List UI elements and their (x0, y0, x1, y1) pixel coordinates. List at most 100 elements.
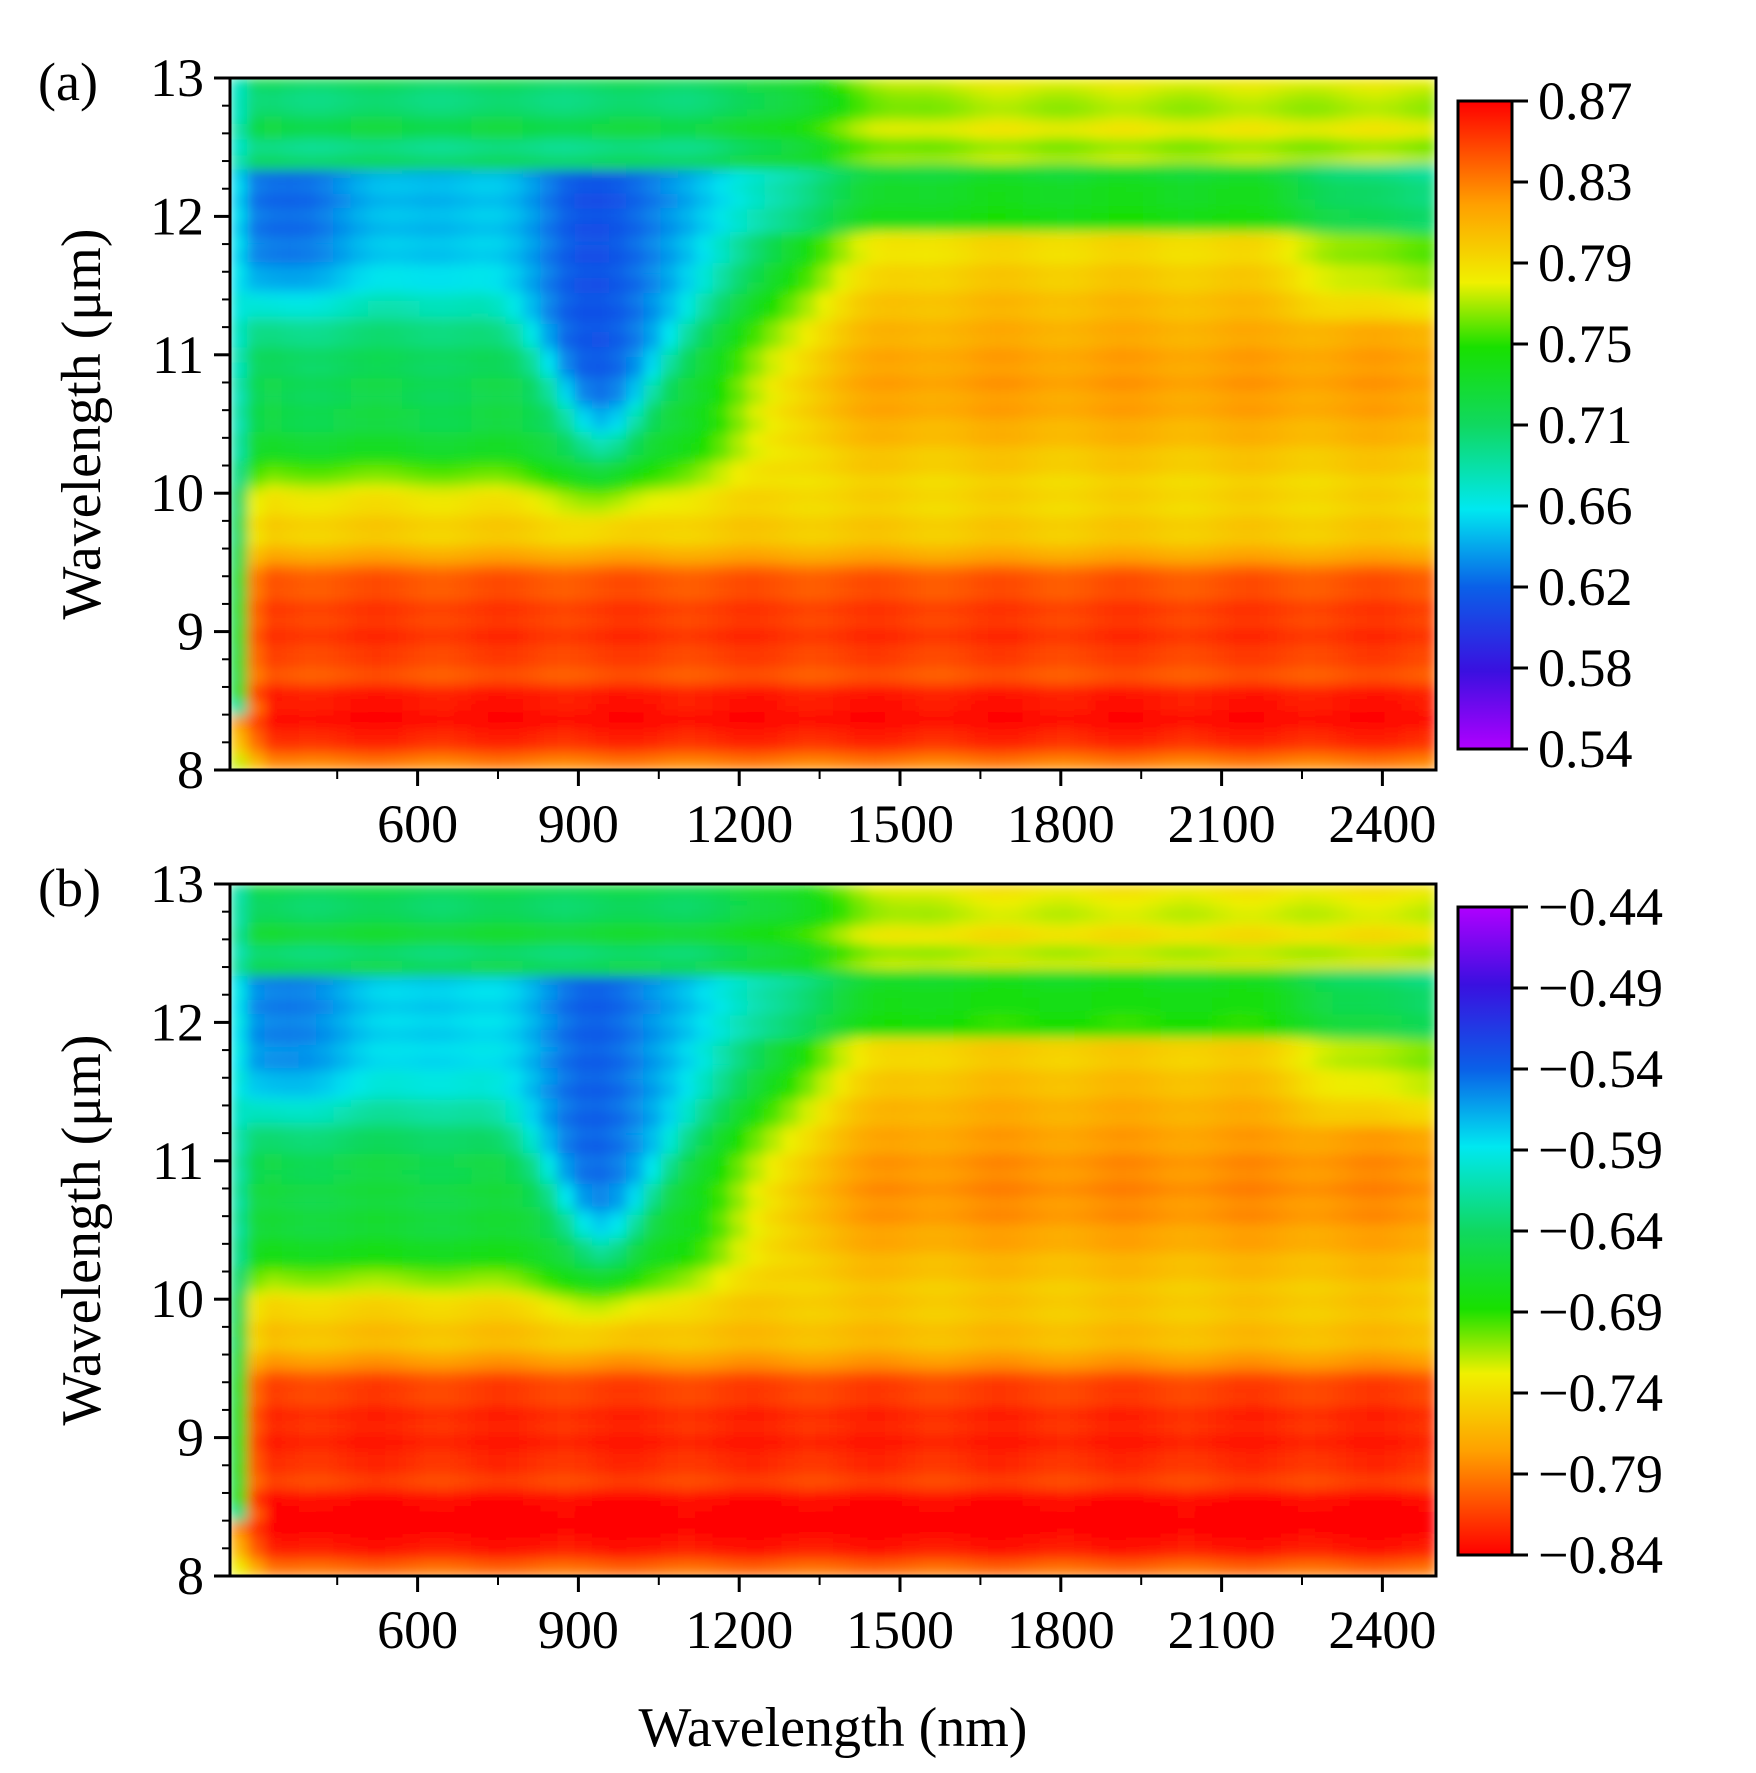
heatmap-cell (1074, 539, 1093, 548)
heatmap-cell (488, 231, 507, 241)
heatmap-cell (574, 585, 593, 594)
heatmap-cell (695, 508, 714, 518)
heatmap-cell (1263, 262, 1282, 272)
heatmap-cell (1212, 508, 1231, 518)
heatmap-cell (333, 247, 352, 256)
heatmap-cell (901, 231, 920, 241)
heatmap-cell (1160, 116, 1179, 125)
heatmap-cell (247, 370, 266, 379)
heatmap-cell (247, 108, 266, 118)
heatmap-cell (1091, 177, 1110, 187)
heatmap-cell (1091, 216, 1110, 225)
heatmap-cell (1022, 339, 1041, 348)
heatmap-cell (1039, 500, 1058, 510)
heatmap-cell (574, 462, 593, 471)
heatmap-cell (1160, 131, 1179, 141)
heatmap-cell (1056, 547, 1075, 556)
heatmap-cell (1108, 154, 1127, 164)
heatmap-cell (850, 547, 869, 556)
heatmap-cell (815, 416, 834, 425)
heatmap-cell (953, 347, 972, 356)
heatmap-cell (402, 247, 421, 256)
heatmap-cell (953, 377, 972, 387)
heatmap-cell (833, 447, 852, 456)
heatmap-cell (1298, 424, 1317, 433)
heatmap-cell (471, 247, 490, 256)
heatmap-cell (436, 523, 455, 533)
heatmap-cell (264, 293, 283, 302)
heatmap-cell (1263, 616, 1282, 625)
heatmap-cell (1091, 362, 1110, 371)
heatmap-cell (1005, 147, 1024, 156)
heatmap-cell (1143, 78, 1162, 87)
heatmap-cell (298, 216, 317, 225)
heatmap-cell (1177, 570, 1196, 579)
heatmap-cell (471, 431, 490, 441)
heatmap-cell (1384, 177, 1403, 187)
heatmap-cell (815, 224, 834, 233)
heatmap-cell (1367, 239, 1386, 248)
heatmap-cell (901, 308, 920, 318)
heatmap-cell (540, 85, 559, 95)
heatmap-cell (436, 408, 455, 418)
heatmap-cell (367, 623, 386, 633)
heatmap-cell (1005, 393, 1024, 402)
heatmap-cell (247, 224, 266, 233)
heatmap-cell (953, 78, 972, 87)
heatmap-cell (970, 523, 989, 533)
heatmap-cell (1401, 93, 1420, 102)
heatmap-cell (1194, 493, 1213, 502)
heatmap-cell (919, 608, 938, 618)
heatmap-cell (970, 270, 989, 279)
heatmap-cell (1332, 608, 1351, 618)
heatmap-cell (677, 231, 696, 241)
heatmap-cell (1074, 593, 1093, 602)
heatmap-cell (385, 370, 404, 379)
heatmap-cell (350, 85, 369, 95)
heatmap-cell (453, 600, 472, 610)
heatmap-cell (350, 124, 369, 133)
heatmap-cell (1246, 239, 1265, 248)
heatmap-cell (1143, 231, 1162, 241)
heatmap-cell (988, 608, 1007, 618)
heatmap-cell (1056, 485, 1075, 494)
heatmap-cell (677, 162, 696, 172)
heatmap-cell (264, 285, 283, 295)
heatmap-cell (1349, 201, 1368, 210)
heatmap-cell (1212, 231, 1231, 241)
heatmap-cell (1039, 262, 1058, 272)
heatmap-cell (798, 477, 817, 487)
heatmap-cell (1349, 370, 1368, 379)
heatmap-cell (919, 170, 938, 179)
heatmap-cell (1349, 316, 1368, 325)
heatmap-cell (1298, 231, 1317, 241)
heatmap-cell (1143, 600, 1162, 610)
heatmap-cell (815, 147, 834, 156)
heatmap-cell (591, 108, 610, 118)
heatmap-cell (1263, 454, 1282, 464)
heatmap-cell (936, 416, 955, 425)
heatmap-cell (1315, 616, 1334, 625)
heatmap-cell (1022, 485, 1041, 494)
heatmap-cell (1212, 439, 1231, 448)
heatmap-cell (1418, 447, 1436, 456)
heatmap-cell (1143, 531, 1162, 541)
heatmap-cell (591, 477, 610, 487)
heatmap-cell (488, 470, 507, 479)
heatmap-cell (298, 185, 317, 195)
heatmap-cell (333, 562, 352, 571)
heatmap-cell (1091, 131, 1110, 141)
heatmap-cell (1022, 277, 1041, 287)
heatmap-cell (1056, 447, 1075, 456)
heatmap-cell (729, 101, 748, 110)
heatmap-cell (867, 539, 886, 548)
heatmap-cell (591, 147, 610, 156)
heatmap-cell (419, 385, 438, 395)
heatmap-cell (436, 224, 455, 233)
heatmap-cell (884, 116, 903, 125)
heatmap-cell (1349, 300, 1368, 310)
heatmap-cell (936, 293, 955, 302)
heatmap-cell (901, 600, 920, 610)
heatmap-cell (781, 139, 800, 148)
heatmap-cell (815, 500, 834, 510)
